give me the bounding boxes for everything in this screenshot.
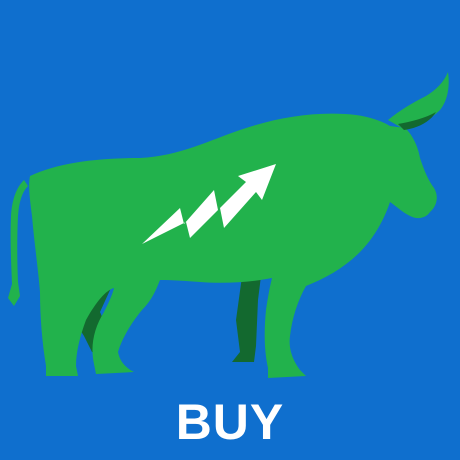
- bull-horn-shade: [398, 112, 436, 130]
- bull-far-front-leg: [232, 262, 262, 362]
- buy-label: BUY: [175, 394, 285, 450]
- zigzag-up-arrow-icon: [142, 164, 276, 244]
- bull-body: [29, 113, 437, 378]
- bull-tail: [8, 180, 28, 306]
- zigzag-arrow: [142, 164, 276, 244]
- bull-icon: [8, 72, 449, 378]
